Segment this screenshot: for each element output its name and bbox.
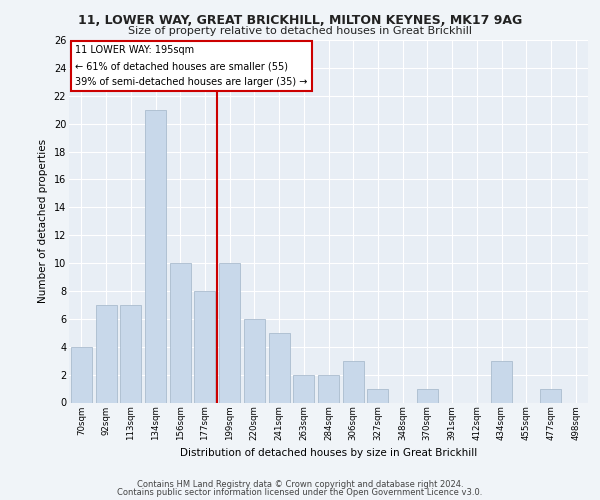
Bar [95, 305, 116, 402]
Bar [367, 388, 388, 402]
Bar [541, 388, 562, 402]
Text: 11, LOWER WAY, GREAT BRICKHILL, MILTON KEYNES, MK17 9AG: 11, LOWER WAY, GREAT BRICKHILL, MILTON K… [78, 14, 522, 27]
Text: Contains HM Land Registry data © Crown copyright and database right 2024.: Contains HM Land Registry data © Crown c… [137, 480, 463, 489]
Bar [293, 374, 314, 402]
Bar [269, 333, 290, 402]
Bar [219, 263, 240, 402]
Bar [145, 110, 166, 403]
Bar [71, 346, 92, 403]
Bar [417, 388, 438, 402]
Bar [491, 360, 512, 403]
Text: Size of property relative to detached houses in Great Brickhill: Size of property relative to detached ho… [128, 26, 472, 36]
Bar [318, 374, 339, 402]
Bar [343, 360, 364, 403]
Bar [120, 305, 141, 402]
Y-axis label: Number of detached properties: Number of detached properties [38, 139, 48, 304]
Bar [170, 263, 191, 402]
X-axis label: Distribution of detached houses by size in Great Brickhill: Distribution of detached houses by size … [180, 448, 477, 458]
Bar [244, 319, 265, 402]
Bar [194, 291, 215, 403]
Text: Contains public sector information licensed under the Open Government Licence v3: Contains public sector information licen… [118, 488, 482, 497]
Text: 11 LOWER WAY: 195sqm
← 61% of detached houses are smaller (55)
39% of semi-detac: 11 LOWER WAY: 195sqm ← 61% of detached h… [75, 46, 308, 86]
